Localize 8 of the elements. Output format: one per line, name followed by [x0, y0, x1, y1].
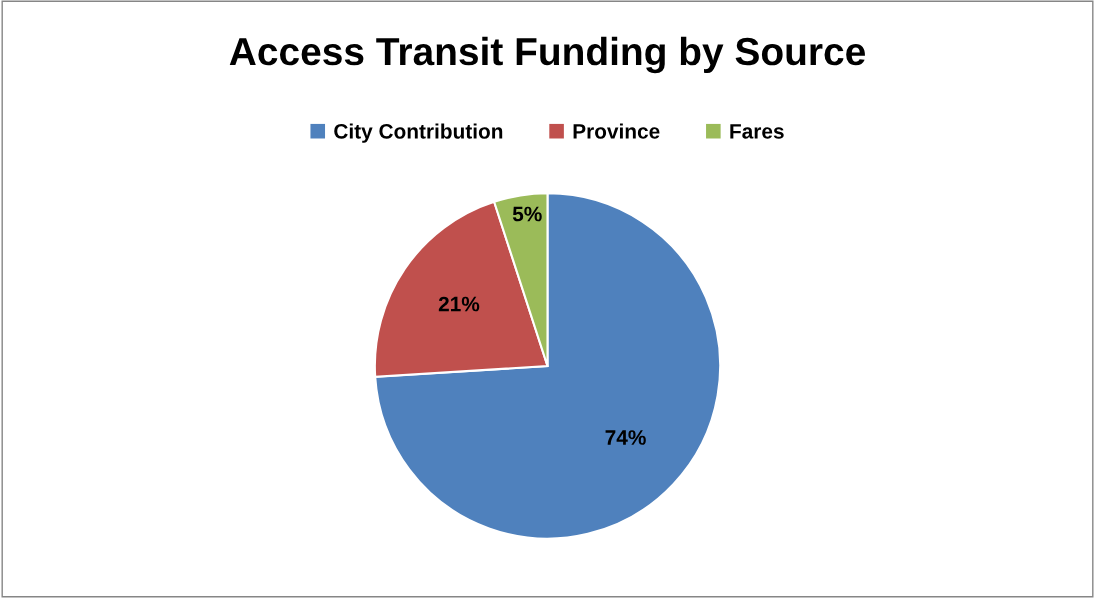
data-label: 74%: [605, 430, 646, 445]
legend-label: City Contribution: [334, 123, 503, 143]
pie-slice: [374, 192, 722, 540]
data-label: 21%: [438, 296, 480, 312]
legend-label: Fares: [730, 124, 784, 139]
data-label: 5%: [512, 206, 542, 222]
legend-label: Province: [573, 123, 660, 139]
chart-title: Access Transit Funding by Source: [229, 36, 865, 74]
